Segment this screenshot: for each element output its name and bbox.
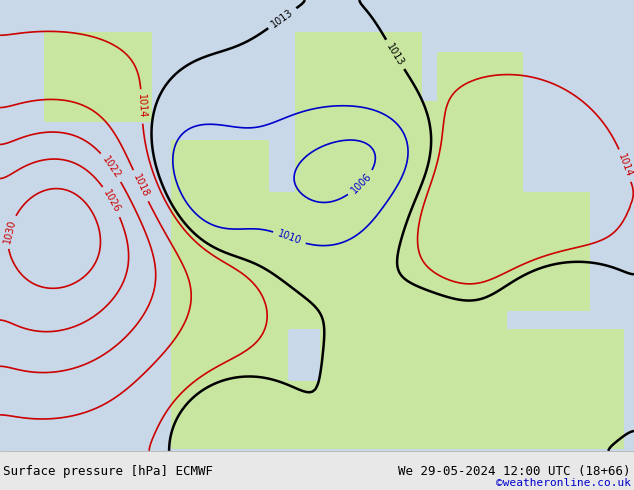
Text: 1018: 1018 <box>131 172 150 199</box>
Text: 1013: 1013 <box>384 42 406 68</box>
Text: 1030: 1030 <box>2 219 17 245</box>
Text: 1014: 1014 <box>616 152 634 178</box>
Text: ©weatheronline.co.uk: ©weatheronline.co.uk <box>496 478 631 488</box>
Text: 1022: 1022 <box>100 154 122 180</box>
Text: 1014: 1014 <box>136 94 147 119</box>
Text: 1010: 1010 <box>276 229 302 247</box>
Text: 1026: 1026 <box>101 189 122 215</box>
Text: 1006: 1006 <box>349 172 373 196</box>
Text: 1013: 1013 <box>269 7 295 29</box>
Text: Surface pressure [hPa] ECMWF: Surface pressure [hPa] ECMWF <box>3 465 213 478</box>
Text: We 29-05-2024 12:00 UTC (18+66): We 29-05-2024 12:00 UTC (18+66) <box>398 465 631 478</box>
